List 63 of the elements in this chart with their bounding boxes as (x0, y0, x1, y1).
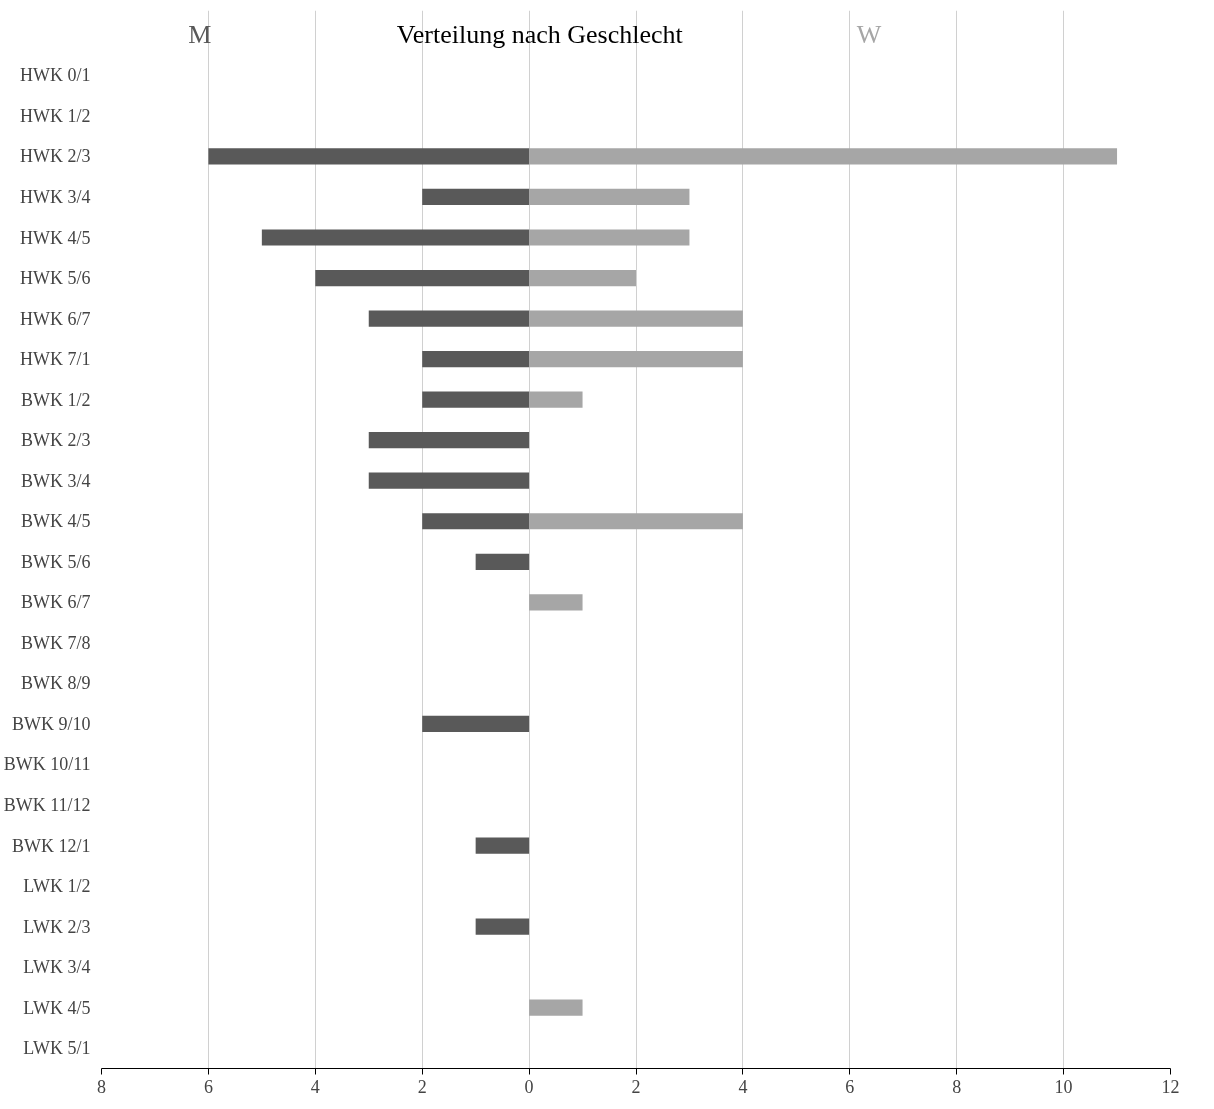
x-tick-label: 10 (1054, 1076, 1073, 1097)
x-tick-label: 2 (631, 1076, 641, 1097)
bar (315, 269, 530, 287)
bar (529, 513, 743, 530)
y-tick-label: LWK 4/5 (23, 997, 91, 1018)
x-tick-label: 4 (310, 1076, 320, 1097)
bar (475, 553, 530, 570)
y-tick-label: LWK 3/4 (23, 957, 91, 978)
y-tick-label: BWK 5/6 (21, 551, 91, 572)
bar (422, 715, 530, 733)
bar (422, 351, 530, 368)
x-tick-label: 8 (952, 1076, 962, 1097)
y-tick-label: BWK 8/9 (21, 673, 91, 694)
bar (529, 999, 583, 1016)
bar (529, 310, 743, 327)
y-tick-label: BWK 9/10 (12, 713, 91, 734)
chart-title: Verteilung nach Geschlecht (396, 20, 684, 50)
y-tick-label: BWK 6/7 (21, 592, 91, 613)
bar (422, 513, 530, 530)
y-tick-label: LWK 5/1 (23, 1038, 91, 1059)
y-tick-label: BWK 11/12 (3, 795, 91, 816)
y-tick-label: HWK 6/7 (20, 308, 91, 329)
x-tick-label: 2 (417, 1076, 427, 1097)
y-tick-label: BWK 3/4 (21, 470, 91, 491)
y-tick-label: BWK 12/1 (12, 835, 91, 856)
y-tick-label: HWK 2/3 (20, 146, 91, 167)
bar (368, 310, 530, 327)
bar (208, 148, 530, 165)
x-tick-label: 8 (97, 1076, 106, 1097)
x-tick-label: 0 (524, 1076, 534, 1097)
bar (529, 269, 636, 287)
y-tick-label: BWK 10/11 (3, 754, 91, 775)
bar (422, 391, 530, 408)
text: M (188, 20, 212, 50)
bar (529, 391, 583, 408)
bar (529, 148, 1118, 165)
bar (529, 351, 743, 368)
bar (422, 188, 530, 206)
x-tick-label: 12 (1161, 1076, 1180, 1097)
y-tick-label: BWK 2/3 (21, 430, 91, 451)
x-tick-label: 4 (738, 1076, 748, 1097)
bar (529, 188, 690, 206)
y-tick-label: BWK 4/5 (21, 511, 91, 532)
y-tick-label: HWK 4/5 (20, 227, 91, 248)
y-tick-label: BWK 7/8 (21, 632, 91, 653)
bar (368, 472, 530, 489)
y-tick-label: HWK 3/4 (20, 186, 91, 207)
bar (261, 229, 530, 246)
bar (475, 837, 530, 854)
x-tick-label: 6 (203, 1076, 213, 1097)
y-tick-label: HWK 7/1 (20, 349, 91, 370)
text: W (856, 20, 882, 50)
y-tick-label: BWK 1/2 (21, 389, 91, 410)
y-tick-label: HWK 5/6 (20, 268, 91, 289)
x-tick-label: 6 (845, 1076, 855, 1097)
y-tick-label: LWK 1/2 (23, 876, 91, 897)
y-tick-label: LWK 2/3 (23, 916, 91, 937)
bar (529, 229, 690, 246)
bar (475, 918, 530, 935)
y-tick-label: HWK 0/1 (20, 65, 91, 86)
bar (368, 432, 530, 449)
y-tick-label: HWK 1/2 (20, 105, 91, 126)
bar (529, 594, 583, 611)
